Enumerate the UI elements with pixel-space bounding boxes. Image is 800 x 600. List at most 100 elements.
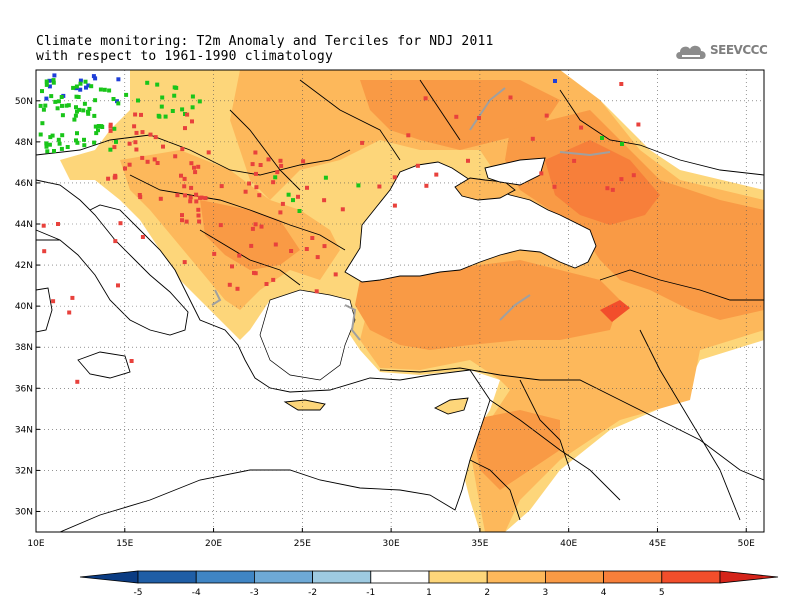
sea-of-azov xyxy=(484,157,546,186)
station-marker-lower xyxy=(78,87,83,92)
station-marker-upper xyxy=(41,223,46,228)
station-marker-upper xyxy=(333,272,338,277)
station-marker-upper xyxy=(140,235,145,239)
country-borders xyxy=(35,79,765,521)
station-marker-upper xyxy=(264,282,269,286)
station-marker-upper xyxy=(273,242,278,247)
station-marker-upper xyxy=(67,310,72,315)
station-marker-middle xyxy=(81,108,86,113)
station-marker-middle xyxy=(89,84,94,89)
station-marker-middle xyxy=(53,99,58,104)
station-marker-middle xyxy=(98,87,103,92)
station-marker-upper xyxy=(289,249,294,253)
colorbar-bin xyxy=(661,570,721,584)
station-marker-upper xyxy=(280,201,285,206)
station-marker-middle xyxy=(114,139,118,144)
station-marker-upper xyxy=(254,185,259,190)
station-marker-upper xyxy=(266,157,271,162)
station-marker-upper xyxy=(377,184,382,189)
station-marker-upper xyxy=(180,218,184,223)
station-marker-middle xyxy=(60,133,65,138)
station-marker-upper xyxy=(406,133,411,138)
station-marker-upper xyxy=(340,207,345,212)
sicily xyxy=(77,351,131,379)
colorbar-label: -2 xyxy=(308,588,317,598)
station-marker-middle xyxy=(78,81,83,86)
station-marker-upper xyxy=(132,124,137,129)
station-marker-middle xyxy=(163,114,168,119)
station-marker-upper xyxy=(155,161,160,165)
station-marker-upper xyxy=(127,141,132,146)
station-marker-upper xyxy=(152,157,157,162)
station-marker-middle xyxy=(56,99,61,104)
station-marker-lower xyxy=(116,77,121,82)
station-marker-upper xyxy=(249,243,254,248)
x-tick-label: 45E xyxy=(649,539,666,549)
station-marker-upper xyxy=(112,145,117,150)
station-marker-middle xyxy=(59,146,64,151)
colorbar-bin xyxy=(79,570,139,584)
station-marker-middle xyxy=(52,149,56,153)
station-marker-middle xyxy=(108,147,113,152)
station-marker-middle xyxy=(183,112,187,116)
station-marker-upper xyxy=(118,221,123,226)
station-marker-middle xyxy=(75,109,79,114)
station-marker-middle xyxy=(38,103,43,108)
anomaly-region-max-2 xyxy=(600,300,630,322)
station-marker-upper xyxy=(196,213,201,218)
station-marker-middle xyxy=(297,209,302,213)
station-marker-upper xyxy=(259,224,264,229)
colorbar-bin xyxy=(719,570,779,584)
station-marker-middle xyxy=(93,124,98,129)
station-marker-middle xyxy=(197,99,202,104)
anomaly-region-anatolia xyxy=(355,260,620,350)
station-marker-upper xyxy=(161,144,165,149)
y-tick-label: 40N xyxy=(15,302,33,312)
colorbar-label: 2 xyxy=(484,588,490,598)
colorbar-bin xyxy=(486,570,546,584)
rivers xyxy=(211,87,611,341)
station-marker-middle xyxy=(356,183,361,188)
station-marker-middle xyxy=(124,92,129,97)
colorbar-bin xyxy=(253,570,313,584)
station-marker-middle xyxy=(190,94,195,99)
station-marker-upper xyxy=(619,177,624,182)
station-marker-middle xyxy=(155,82,160,87)
station-marker-middle xyxy=(323,175,328,180)
station-marker-upper xyxy=(188,199,193,204)
station-marker-upper xyxy=(243,189,248,194)
station-marker-middle xyxy=(94,131,99,136)
colorbar-label: 3 xyxy=(543,588,549,598)
logo-text: SEEVCCC xyxy=(710,43,768,57)
station-marker-upper xyxy=(139,112,143,117)
y-tick-label: 48N xyxy=(15,138,33,148)
station-marker-upper xyxy=(271,180,276,185)
station-marker-upper xyxy=(198,195,202,200)
station-marker-middle xyxy=(71,85,76,90)
colorbar-bin xyxy=(428,570,488,584)
station-marker-middle xyxy=(145,80,150,85)
x-tick-label: 30E xyxy=(383,539,400,549)
station-marker-upper xyxy=(189,161,194,166)
station-marker-upper xyxy=(203,196,208,201)
station-marker-middle xyxy=(600,136,604,140)
station-marker-upper xyxy=(322,244,327,249)
cloud-icon xyxy=(676,45,706,59)
y-tick-label: 32N xyxy=(15,466,33,476)
station-marker-upper xyxy=(230,264,234,269)
x-tick-label: 35E xyxy=(471,539,488,549)
station-marker-middle xyxy=(51,78,56,83)
station-marker-middle xyxy=(44,79,49,84)
station-marker-middle xyxy=(77,107,82,112)
title-line-1: Climate monitoring: T2m Anomaly and Terc… xyxy=(36,34,494,49)
station-marker-upper xyxy=(636,122,641,127)
colorbar-label: 1 xyxy=(426,588,432,598)
station-marker-middle xyxy=(87,106,92,111)
station-marker-lower xyxy=(86,83,91,88)
station-marker-upper xyxy=(113,239,118,244)
station-marker-upper xyxy=(138,195,143,200)
station-marker-upper xyxy=(579,125,584,130)
station-marker-upper xyxy=(194,199,199,204)
black-sea xyxy=(344,161,597,283)
